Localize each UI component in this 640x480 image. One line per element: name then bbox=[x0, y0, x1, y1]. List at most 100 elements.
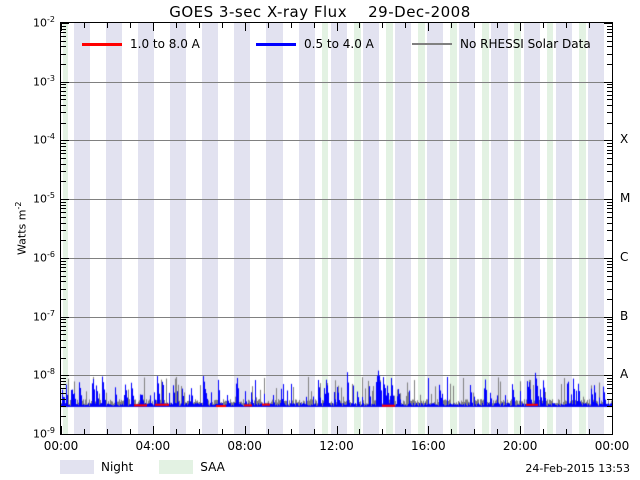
y-minor-tick-right bbox=[607, 208, 612, 210]
y-tick-label: 10-6 bbox=[0, 250, 55, 265]
x-minor-tick-top bbox=[589, 23, 591, 28]
x-major-tick-top bbox=[152, 23, 154, 31]
y-minor-tick-right bbox=[607, 216, 612, 218]
y-tick-label: 10-9 bbox=[0, 426, 55, 441]
x-minor-tick bbox=[198, 429, 200, 434]
y-minor-tick-right bbox=[607, 270, 612, 272]
y-minor-tick-right bbox=[607, 94, 612, 96]
y-major-tick-right bbox=[604, 375, 612, 377]
flux-canvas bbox=[61, 23, 612, 434]
y-minor-tick-right bbox=[607, 153, 612, 155]
y-minor-tick bbox=[61, 153, 66, 155]
y-minor-tick-right bbox=[607, 388, 612, 390]
y-minor-tick bbox=[61, 398, 66, 400]
y-minor-tick bbox=[61, 32, 66, 34]
y-minor-tick bbox=[61, 384, 66, 386]
y-minor-tick-right bbox=[607, 149, 612, 151]
y-minor-tick bbox=[61, 339, 66, 341]
y-minor-tick bbox=[61, 204, 66, 206]
x-minor-tick-top bbox=[543, 23, 545, 28]
y-minor-tick-right bbox=[607, 25, 612, 27]
y-minor-tick-right bbox=[607, 329, 612, 331]
y-major-tick bbox=[61, 375, 69, 377]
y-major-tick bbox=[61, 140, 69, 142]
y-minor-tick bbox=[61, 260, 66, 262]
x-tick-label: 00:00 bbox=[43, 439, 79, 453]
y-minor-tick bbox=[61, 357, 66, 359]
y-minor-tick bbox=[61, 263, 66, 265]
y-tick-label: 10-7 bbox=[0, 309, 55, 324]
x-minor-tick-top bbox=[198, 23, 200, 28]
y-minor-tick-right bbox=[607, 36, 612, 38]
x-minor-tick-top bbox=[566, 23, 568, 28]
y-minor-tick-right bbox=[607, 143, 612, 145]
page-title: GOES 3-sec X-ray Flux 29-Dec-2008 bbox=[169, 3, 471, 21]
y-minor-tick-right bbox=[607, 240, 612, 242]
y-minor-tick bbox=[61, 212, 66, 214]
key-label: SAA bbox=[200, 460, 225, 474]
y-minor-tick-right bbox=[607, 325, 612, 327]
y-minor-tick-right bbox=[607, 357, 612, 359]
y-minor-tick-right bbox=[607, 339, 612, 341]
y-major-tick-right bbox=[604, 81, 612, 83]
x-tick-label: 16:00 bbox=[411, 439, 446, 453]
y-minor-tick-right bbox=[607, 64, 612, 66]
key-item-saa: SAA bbox=[159, 460, 225, 474]
y-tick-mantissa: 10 bbox=[33, 251, 48, 265]
y-minor-tick bbox=[61, 229, 66, 231]
x-major-tick bbox=[244, 426, 246, 434]
y-minor-tick-right bbox=[607, 263, 612, 265]
x-tick-label: 00:00 bbox=[594, 439, 630, 453]
y-major-tick-right bbox=[604, 140, 612, 142]
flare-class-B: B bbox=[620, 308, 629, 323]
key-swatch bbox=[159, 460, 194, 474]
y-minor-tick-right bbox=[607, 416, 612, 418]
y-minor-tick bbox=[61, 270, 66, 272]
y-minor-tick-right bbox=[607, 90, 612, 92]
y-minor-tick bbox=[61, 201, 66, 203]
x-minor-tick bbox=[175, 429, 177, 434]
x-tick-label: 20:00 bbox=[502, 439, 538, 453]
y-tick-mantissa: 10 bbox=[33, 368, 48, 382]
y-minor-tick-right bbox=[607, 377, 612, 379]
x-minor-tick bbox=[589, 429, 591, 434]
y-minor-tick-right bbox=[607, 112, 612, 114]
generation-timestamp: 24-Feb-2015 13:53 bbox=[525, 462, 630, 475]
x-minor-tick bbox=[474, 429, 476, 434]
y-minor-tick bbox=[61, 266, 66, 268]
y-minor-tick bbox=[61, 171, 66, 173]
y-tick-exponent: -2 bbox=[47, 15, 55, 24]
y-minor-tick-right bbox=[607, 146, 612, 148]
y-minor-tick bbox=[61, 216, 66, 218]
y-minor-tick-right bbox=[607, 87, 612, 89]
x-minor-tick-top bbox=[451, 23, 453, 28]
y-tick-exponent: -4 bbox=[47, 132, 55, 142]
y-minor-tick bbox=[61, 347, 66, 349]
plot-area bbox=[60, 22, 613, 435]
y-minor-tick bbox=[61, 240, 66, 242]
flare-class-A: A bbox=[620, 367, 629, 382]
y-minor-tick-right bbox=[607, 319, 612, 321]
y-minor-tick bbox=[61, 25, 66, 27]
x-minor-tick bbox=[543, 429, 545, 434]
y-tick-label: 10-8 bbox=[0, 367, 55, 382]
y-minor-tick bbox=[61, 94, 66, 96]
x-major-tick bbox=[428, 426, 430, 434]
y-minor-tick bbox=[61, 288, 66, 290]
y-minor-tick bbox=[61, 416, 66, 418]
y-axis-title-text: Watts m bbox=[15, 209, 29, 255]
y-tick-mantissa: 10 bbox=[33, 310, 48, 324]
y-major-tick-right bbox=[604, 434, 612, 435]
flare-class-M: M bbox=[620, 191, 631, 206]
y-tick-mantissa: 10 bbox=[33, 16, 48, 30]
y-major-tick bbox=[61, 434, 69, 435]
y-minor-tick-right bbox=[607, 84, 612, 86]
y-tick-exponent: -3 bbox=[47, 73, 55, 83]
y-minor-tick bbox=[61, 275, 66, 277]
data-traces bbox=[61, 23, 612, 434]
y-tick-label: 10-2 bbox=[0, 15, 55, 30]
x-tick-label: 08:00 bbox=[227, 439, 262, 453]
y-major-tick-right bbox=[604, 316, 612, 318]
x-minor-tick bbox=[290, 429, 292, 434]
